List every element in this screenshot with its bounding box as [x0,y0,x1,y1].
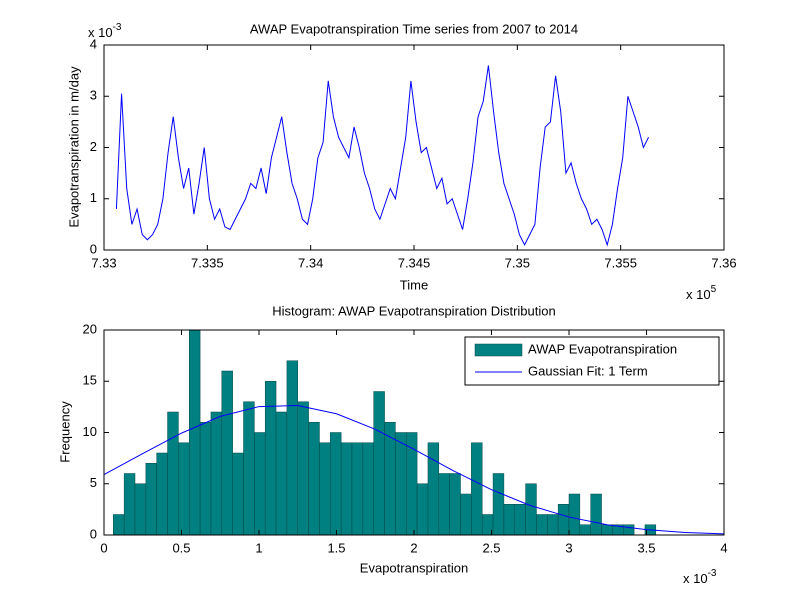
histogram-bar [199,422,212,536]
y-tick-label: 20 [83,321,97,336]
scale-power: -3 [113,22,122,33]
fit-line [103,405,725,535]
legend-swatch [474,343,523,357]
scale-power: -3 [708,568,717,579]
histogram-bar [319,442,331,536]
histogram-bar [264,381,277,536]
histogram-bar [623,524,635,536]
y-tick-label: 0 [90,526,97,541]
x-tick-label: 7.355 [604,255,637,270]
y-axis-label: Frequency [57,401,72,463]
y-scale-label: x 10-3 [88,22,122,41]
x-axis-label: Time [400,277,428,292]
histogram-bar [427,442,440,536]
legend-label: AWAP Evapotranspiration [528,341,677,356]
x-tick-label: 1 [255,540,262,555]
histogram-bar [492,473,505,536]
histogram-bar [286,360,298,536]
y-axis-label: Evapotranspiration in m/day [66,66,81,228]
histogram-bar [221,370,233,536]
x-tick-label: 7.33 [91,255,116,270]
y-tick-label: 15 [83,373,97,388]
x-tick-label: 0 [100,540,107,555]
y-tick-label: 2 [90,139,97,154]
histogram-bar [601,524,613,536]
x-tick-label: 4 [720,540,727,555]
histogram-bar [145,463,157,536]
chart-title: Histogram: AWAP Evapotranspiration Distr… [272,303,555,318]
histogram-bar [123,473,136,536]
y-tick-label: 5 [90,475,97,490]
y-tick-label: 4 [90,36,97,51]
histogram-bar [189,329,201,536]
scale-power: 5 [711,284,717,295]
histogram-bar [167,411,179,536]
x-tick-label: 7.34 [298,255,323,270]
histogram-bar [373,391,385,536]
histogram-bar [579,524,591,536]
histogram-bar [536,514,548,536]
histogram-bar [460,493,472,536]
histogram-bar [275,411,288,536]
histogram-bar [210,411,223,536]
y-tick-label: 3 [90,88,97,103]
y-tick-label: 10 [83,424,97,439]
x-tick-label: 7.335 [191,255,224,270]
histogram-bar [362,442,374,536]
histogram-bar [514,504,526,536]
histogram-bar [351,442,364,536]
x-tick-label: 0.5 [172,540,190,555]
histogram-bar [547,514,559,536]
histogram-bar [330,432,342,536]
x-tick-label: 1.5 [327,540,345,555]
chart-title: AWAP Evapotranspiration Time series from… [250,21,578,36]
scale-base: x 10 [88,25,113,40]
histogram-bar [134,483,147,536]
histogram-bar [113,514,125,536]
histogram-bar [471,442,483,536]
histogram-bar [340,442,353,536]
histogram-bar [308,422,320,536]
histogram-bar [568,493,581,536]
histogram-bar [449,473,461,536]
histogram-bar [156,452,168,536]
scale-base: x 10 [686,287,711,302]
x-scale-label: x 10-3 [683,568,717,587]
x-tick-label: 2.5 [482,540,500,555]
x-axis-label: Evapotranspiration [360,560,468,575]
histogram-bar [178,442,190,536]
histogram-bar [297,401,309,536]
x-tick-label: 7.35 [505,255,530,270]
x-tick-label: 7.36 [711,255,736,270]
histogram-bar [416,483,429,536]
legend: AWAP Evapotranspiration Gaussian Fit: 1 T… [464,336,720,386]
histogram-bar [395,432,407,536]
histogram-bar [243,401,255,536]
y-tick-label: 0 [90,241,97,256]
x-tick-label: 3 [565,540,572,555]
y-tick-label: 1 [90,190,97,205]
histogram-bar [254,432,266,536]
histogram-bar [557,504,570,536]
x-tick-label: 7.345 [398,255,431,270]
scale-base: x 10 [683,571,708,586]
histogram-bar [503,504,515,536]
histogram-bar [525,483,537,536]
data-line [115,65,650,247]
legend-label: Gaussian Fit: 1 Term [528,363,648,378]
histogram-bar [590,493,602,536]
x-tick-label: 3.5 [637,540,655,555]
plot-area [104,45,724,250]
x-tick-label: 2 [410,540,417,555]
histogram-bar [438,473,450,536]
histogram-bar [232,452,244,536]
x-scale-label: x 105 [686,284,717,303]
